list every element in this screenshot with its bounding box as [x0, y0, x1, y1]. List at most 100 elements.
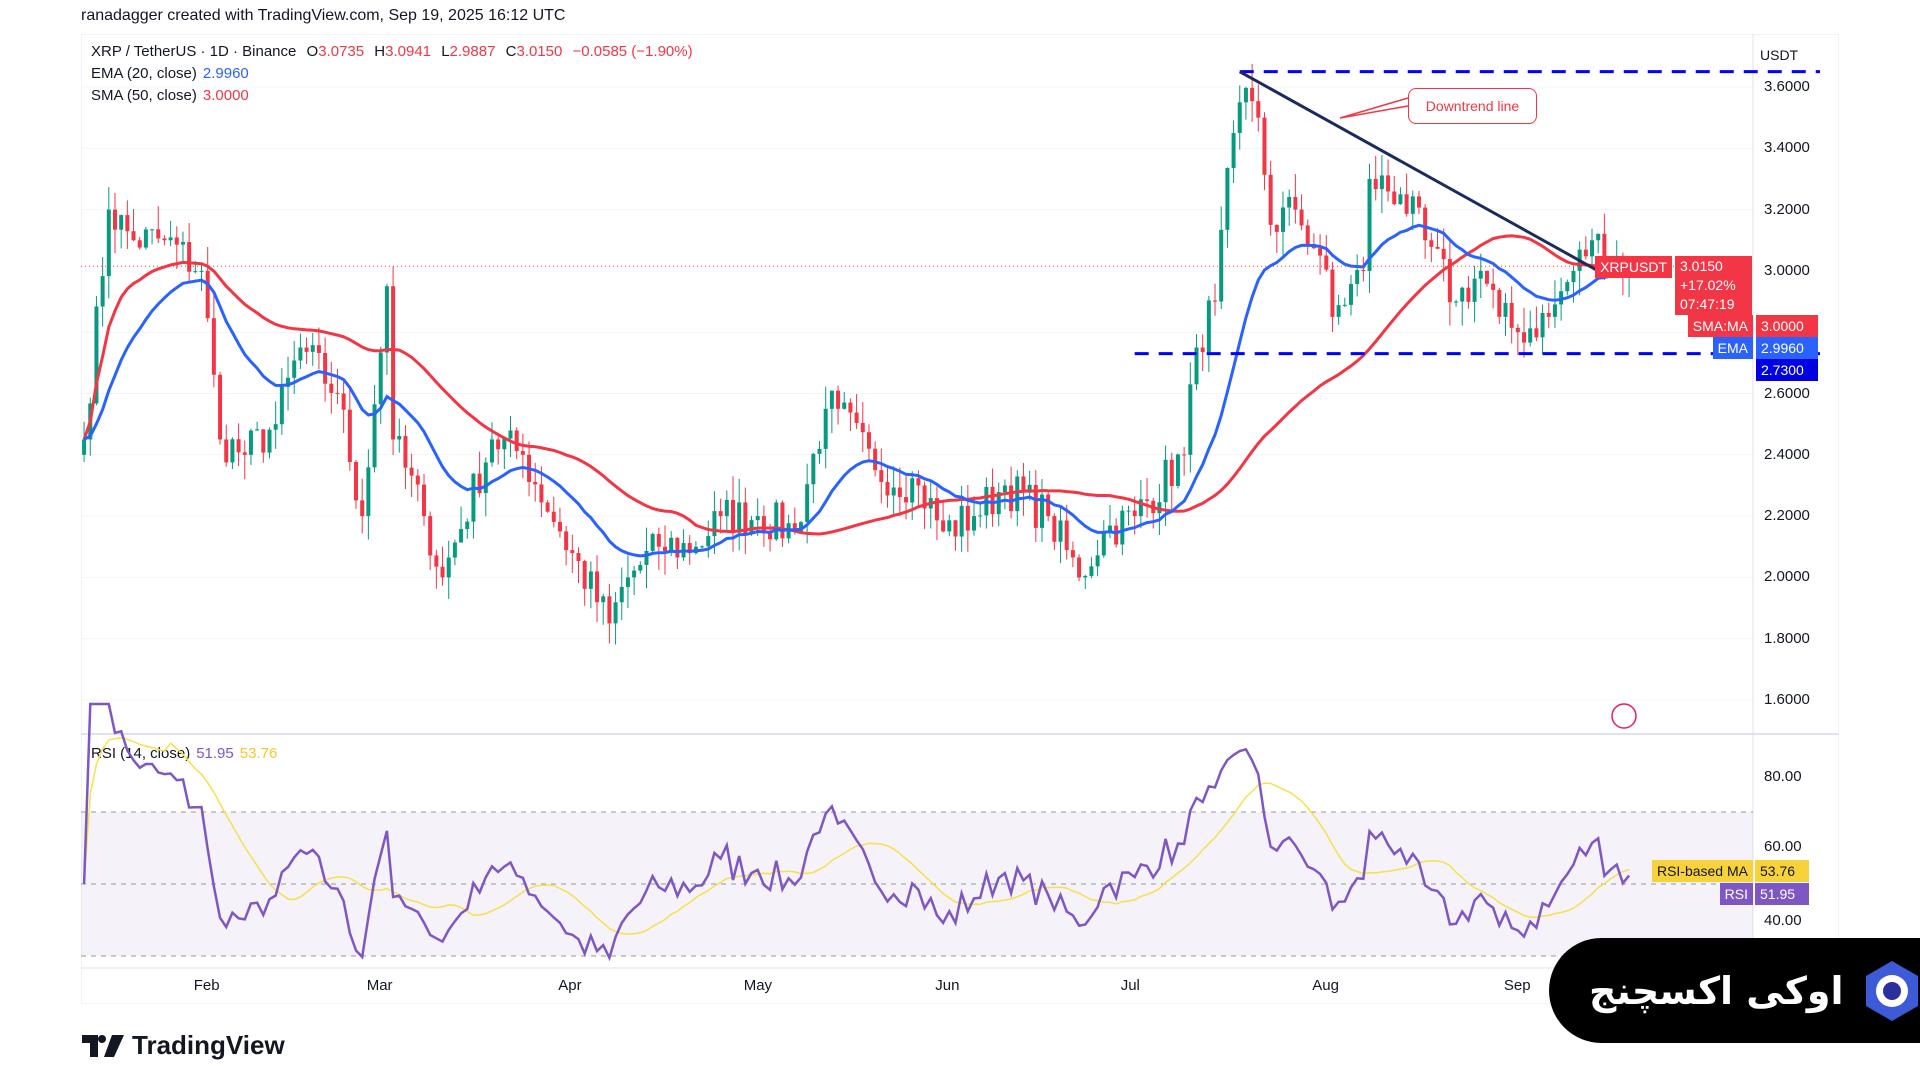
price-tick: 2.4000 — [1764, 445, 1810, 463]
ema-legend[interactable]: EMA (20, close) 2.9960 — [91, 65, 255, 82]
rsi-ma-value: 53.76 — [239, 745, 278, 762]
candle-body — [780, 502, 785, 539]
candle-body — [607, 596, 612, 624]
ema-20-line — [83, 223, 1630, 558]
candle-body — [384, 286, 389, 353]
candle-body — [520, 451, 525, 455]
candle-body — [131, 231, 136, 241]
candle-body — [557, 521, 562, 532]
chart-frame — [81, 34, 1839, 1004]
candle-body — [916, 478, 921, 486]
candle-body — [823, 408, 828, 449]
candle-body — [539, 484, 544, 503]
price-tick: 3.4000 — [1764, 139, 1810, 157]
candle-body — [663, 546, 668, 552]
candle-body — [1355, 270, 1360, 285]
candle-body — [910, 478, 915, 503]
price-tick: 2.6000 — [1764, 384, 1810, 402]
candle-body — [496, 439, 501, 450]
candle-body — [168, 237, 173, 241]
symbol-title[interactable]: XRP / TetherUS · 1D · Binance — [91, 43, 297, 60]
candle-body — [316, 345, 321, 353]
candle-body — [1596, 233, 1601, 241]
time-tick: Apr — [558, 977, 582, 994]
candle-body — [267, 429, 272, 453]
rsi-tag-value: 51.95 — [1755, 883, 1809, 905]
candle-body — [805, 484, 810, 523]
ema-tag-label: EMA — [1712, 337, 1753, 359]
candle-body — [211, 318, 216, 375]
time-tick: Aug — [1312, 977, 1339, 994]
candle-body — [1540, 312, 1545, 338]
candle-body — [836, 390, 841, 409]
sma-legend[interactable]: SMA (50, close) 3.0000 — [91, 87, 255, 104]
candle-body — [471, 473, 476, 522]
low-label: L — [441, 43, 450, 60]
candle-body — [1064, 520, 1069, 551]
candle-body — [650, 534, 655, 551]
rsi-tag-label: RSI — [1719, 883, 1753, 905]
candle-body — [755, 516, 760, 521]
candle-body — [502, 438, 507, 450]
candle-body — [372, 404, 377, 468]
watermark-banner: اوکی اکسچنج — [1549, 938, 1920, 1043]
candle-body — [644, 550, 649, 565]
candle-body — [1262, 117, 1267, 175]
candle-body — [1565, 282, 1570, 292]
candle-body — [1546, 312, 1551, 317]
sma-50-line — [82, 234, 1630, 536]
candle-body — [125, 215, 130, 232]
candle-body — [613, 602, 618, 624]
candle-body — [409, 467, 414, 476]
candle-body — [459, 529, 464, 543]
candle-body — [965, 505, 970, 531]
candle-body — [218, 374, 223, 440]
candle-body — [1441, 248, 1446, 260]
candle-body — [545, 502, 550, 512]
rsi-ma-line — [83, 737, 1630, 935]
candle-body — [1324, 255, 1329, 270]
candle-body — [193, 271, 198, 273]
candle-body — [1497, 289, 1502, 317]
candle-body — [1015, 476, 1020, 512]
candle-body — [1336, 305, 1341, 317]
candle-body — [162, 238, 167, 241]
candle-body — [1484, 270, 1489, 284]
rsi-value: 51.95 — [196, 745, 234, 762]
candle-body — [1021, 476, 1026, 493]
candle-body — [595, 571, 600, 603]
candle-body — [564, 531, 569, 551]
candle-body — [329, 383, 334, 393]
rsi-ma-tag-value: 53.76 — [1755, 860, 1809, 882]
candle-body — [378, 352, 383, 405]
candle-body — [1114, 525, 1119, 545]
candle-body — [879, 470, 884, 482]
candle-body — [848, 402, 853, 413]
candle-body — [934, 498, 939, 521]
candle-body — [761, 516, 766, 534]
candle-body — [1429, 240, 1434, 247]
candle-body — [817, 448, 822, 454]
candle-body — [150, 229, 155, 231]
candle-body — [106, 209, 111, 277]
candle-body — [224, 439, 229, 463]
candle-body — [273, 424, 278, 430]
candle-body — [1404, 194, 1409, 214]
candle-body — [1478, 270, 1483, 279]
rsi-line — [82, 702, 1631, 962]
candle-body — [1602, 233, 1607, 270]
candle-body — [180, 241, 185, 245]
candle-body — [1089, 566, 1094, 576]
tradingview-logo[interactable]: TradingView — [82, 1030, 285, 1061]
candle-body — [897, 487, 902, 498]
candle-body — [286, 377, 291, 387]
candle-body — [953, 520, 958, 537]
candle-body — [1299, 209, 1304, 226]
high-label: H — [374, 43, 386, 60]
candle-body — [854, 412, 859, 423]
candle-body — [730, 499, 735, 533]
downtrend-callout[interactable]: Downtrend line — [1408, 88, 1537, 124]
candle-body — [632, 570, 637, 578]
candle-body — [1305, 225, 1310, 244]
